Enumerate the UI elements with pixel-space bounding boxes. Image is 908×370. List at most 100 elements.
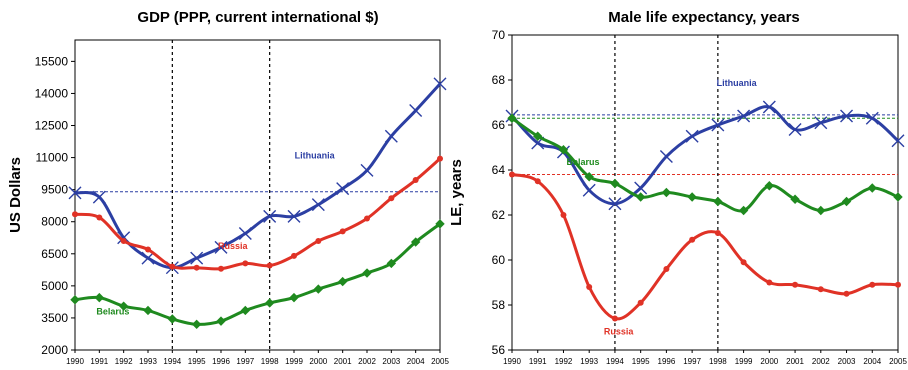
data-point	[637, 299, 644, 306]
y-tick-label: 8000	[41, 215, 68, 229]
y-tick-label: 2000	[41, 343, 68, 357]
x-tick-label: 1994	[163, 357, 181, 366]
x-tick-label: 2005	[889, 357, 907, 366]
data-point	[191, 319, 202, 330]
x-tick-label: 2004	[863, 357, 881, 366]
data-point	[242, 260, 249, 267]
series-russia: Russia	[509, 171, 901, 337]
data-point	[713, 196, 723, 207]
data-point	[240, 305, 251, 316]
x-tick-label: 1999	[735, 357, 753, 366]
data-point	[738, 205, 749, 216]
y-axis-label: LE, years	[448, 159, 465, 226]
y-tick-label: 68	[492, 73, 506, 87]
data-point	[891, 134, 905, 148]
data-point	[96, 214, 103, 221]
data-point	[313, 284, 324, 294]
data-point	[687, 192, 697, 202]
data-point	[611, 315, 618, 322]
series-line	[74, 82, 442, 270]
y-tick-label: 66	[492, 118, 506, 132]
data-point	[437, 155, 443, 162]
x-tick-label: 2004	[407, 357, 425, 366]
x-tick-label: 1995	[632, 357, 650, 366]
y-axis-label: US Dollars	[7, 157, 24, 233]
data-point	[362, 268, 372, 278]
data-point	[737, 109, 751, 123]
data-point	[661, 187, 672, 198]
data-point	[608, 197, 622, 211]
data-point	[384, 129, 398, 143]
data-point	[409, 104, 423, 118]
data-point	[865, 111, 879, 125]
x-tick-label: 1997	[236, 357, 254, 366]
data-point	[145, 246, 151, 253]
x-tick-label: 2003	[382, 357, 400, 366]
x-tick-label: 2003	[838, 357, 856, 366]
x-tick-label: 1990	[503, 357, 521, 366]
data-point	[287, 209, 301, 223]
series-label: Lithuania	[717, 78, 758, 88]
data-point	[509, 171, 515, 178]
chart-title: Male life expectancy, years	[608, 9, 800, 26]
data-point	[364, 215, 370, 222]
data-point	[218, 265, 224, 272]
data-point	[94, 292, 105, 303]
series-label: Lithuania	[295, 151, 336, 161]
x-tick-label: 1993	[139, 357, 157, 366]
data-point	[386, 258, 397, 269]
data-point	[289, 292, 299, 303]
x-tick-label: 2000	[760, 357, 778, 366]
data-point	[841, 196, 852, 207]
x-tick-label: 2001	[786, 357, 804, 366]
data-point	[264, 298, 275, 308]
series-russia: Russia	[72, 155, 443, 272]
data-point	[216, 316, 226, 326]
series-line	[511, 173, 899, 321]
x-tick-label: 1990	[66, 357, 84, 366]
data-point	[788, 123, 802, 136]
data-point	[336, 182, 350, 196]
data-point	[238, 226, 252, 240]
y-tick-label: 64	[492, 163, 506, 177]
series-line	[74, 157, 441, 271]
data-point	[610, 178, 620, 189]
x-tick-label: 1999	[285, 357, 303, 366]
plot-frame	[74, 39, 441, 351]
chart-gdp: GDP (PPP, current international $) US Dol…	[7, 9, 449, 366]
data-point	[895, 281, 901, 288]
y-tick-label: 12500	[35, 119, 69, 133]
data-point	[790, 194, 800, 204]
data-point	[867, 183, 877, 193]
data-point	[843, 290, 850, 297]
data-point	[263, 209, 277, 223]
data-point	[659, 150, 673, 163]
x-tick-label: 1995	[188, 357, 206, 366]
series-label: Russia	[218, 241, 249, 251]
x-tick-label: 2000	[309, 357, 327, 366]
data-point	[869, 281, 876, 288]
data-point	[840, 109, 854, 123]
x-tick-label: 2001	[334, 357, 352, 366]
x-tick-label: 1998	[261, 357, 279, 366]
data-point	[169, 263, 176, 270]
data-point	[663, 266, 670, 272]
data-point	[167, 314, 178, 324]
x-tick-label: 1991	[90, 357, 108, 366]
data-point	[412, 177, 419, 184]
data-point	[560, 212, 567, 218]
y-tick-label: 3500	[41, 311, 68, 325]
data-point	[685, 129, 699, 143]
chart-title: GDP (PPP, current international $)	[137, 9, 378, 26]
data-point	[766, 279, 773, 286]
series-line	[510, 105, 900, 206]
y-tick-label: 6500	[41, 247, 68, 261]
x-tick-label: 1996	[658, 357, 676, 366]
data-point	[711, 118, 725, 132]
data-point	[339, 228, 346, 235]
data-point	[689, 236, 696, 243]
data-point	[586, 284, 593, 290]
x-tick-label: 1993	[580, 357, 598, 366]
data-point	[388, 195, 395, 202]
series-lithuania: Lithuania	[68, 77, 447, 275]
